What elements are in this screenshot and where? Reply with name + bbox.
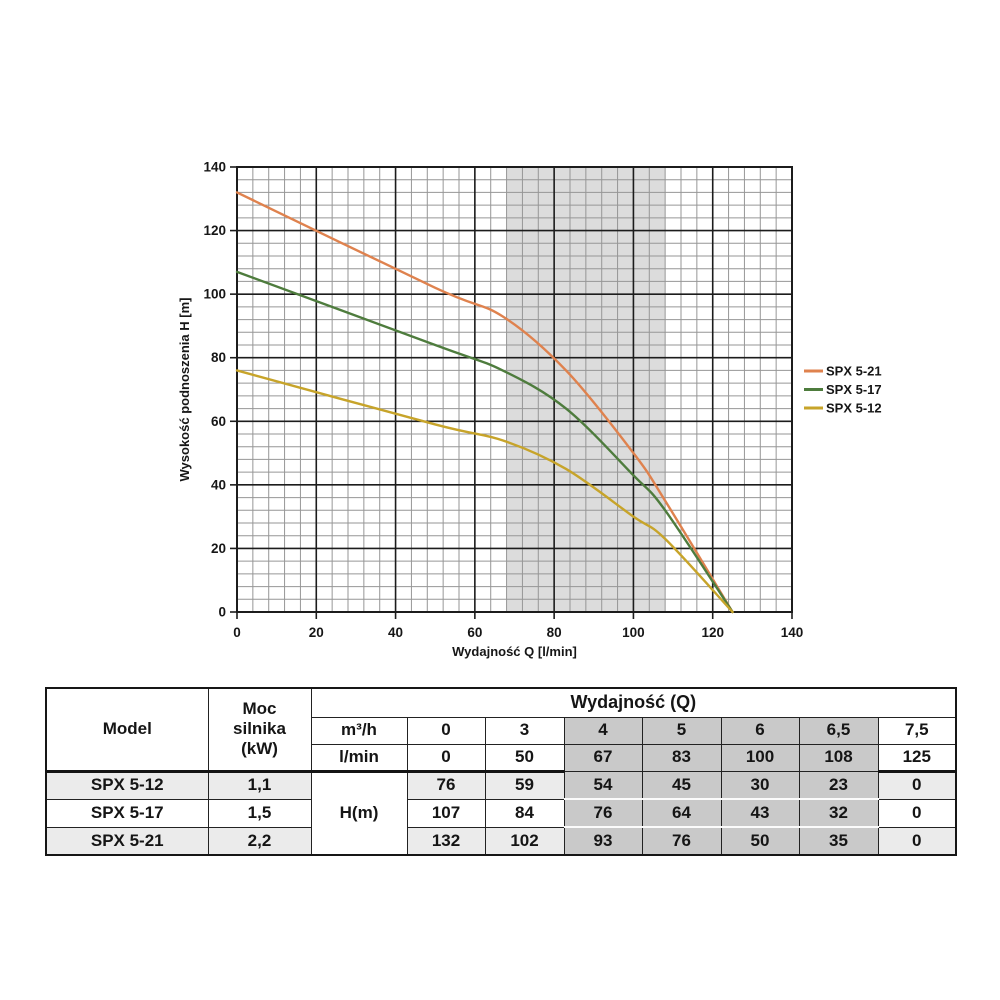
power-cell: 1,1 — [207, 770, 312, 800]
model-cell: SPX 5-12 — [45, 770, 209, 800]
pump-spec-table: Model Moc silnika (kW) Wydajność (Q) m³/… — [45, 687, 958, 856]
power-cell: 2,2 — [207, 826, 312, 856]
plot-border — [236, 166, 793, 613]
legend-label: SPX 5-17 — [826, 382, 882, 397]
svg-text:40: 40 — [211, 477, 226, 492]
major-grid — [237, 167, 792, 612]
flow-lmin-value: 83 — [641, 743, 722, 772]
flow-lmin-value: 50 — [484, 743, 565, 773]
head-value: 23 — [798, 770, 879, 800]
head-value: 107 — [406, 798, 486, 828]
svg-text:100: 100 — [622, 625, 645, 640]
svg-text:20: 20 — [309, 625, 324, 640]
table-row-spx-5-21: SPX 5-21 2,2 132 102 93 76 50 35 0 — [45, 826, 957, 856]
x-axis: 0 20 40 60 80 100 120 140 — [233, 612, 803, 640]
model-cell: SPX 5-21 — [45, 826, 209, 856]
unit-m3h-label: m³/h — [310, 716, 408, 745]
y-axis: 0 20 40 60 80 100 120 140 — [203, 160, 237, 620]
legend-label: SPX 5-12 — [826, 401, 882, 416]
head-value: 102 — [484, 826, 565, 856]
minor-grid — [237, 167, 792, 612]
head-value: 43 — [720, 798, 800, 828]
table-row-spx-5-17: SPX 5-17 1,5 107 84 76 64 43 32 0 — [45, 798, 957, 828]
flow-m3h-value: 5 — [641, 716, 722, 745]
head-value: 45 — [641, 770, 722, 800]
head-value: 64 — [641, 798, 722, 828]
head-value: 132 — [406, 826, 486, 856]
curve-spx-5-12 — [235, 369, 734, 614]
svg-text:0: 0 — [218, 605, 226, 620]
legend-item-spx-5-12: SPX 5-12 — [804, 401, 882, 416]
curve-spx-5-17 — [235, 270, 734, 614]
svg-text:140: 140 — [781, 625, 804, 640]
x-axis-title: Wydajność Q [l/min] — [452, 644, 577, 659]
head-value: 54 — [563, 770, 643, 800]
head-value: 32 — [798, 798, 879, 828]
head-value: 59 — [484, 770, 565, 800]
flow-lmin-value: 67 — [563, 743, 643, 772]
legend: SPX 5-21 SPX 5-17 SPX 5-12 — [804, 364, 882, 416]
head-value: 93 — [563, 826, 643, 856]
power-column-header: Moc silnika (kW) — [207, 687, 312, 773]
flow-group-header: Wydajność (Q) — [310, 687, 957, 718]
flow-m3h-value: 6,5 — [798, 716, 879, 745]
svg-text:40: 40 — [388, 625, 403, 640]
unit-lmin-label: l/min — [310, 743, 408, 773]
head-value: 0 — [877, 826, 957, 856]
model-column-header: Model — [45, 687, 209, 773]
svg-text:100: 100 — [203, 287, 226, 302]
legend-item-spx-5-21: SPX 5-21 — [804, 364, 882, 379]
svg-text:120: 120 — [203, 223, 226, 238]
flow-lmin-value: 0 — [406, 743, 486, 773]
svg-text:80: 80 — [547, 625, 562, 640]
head-unit-label: H(m) — [310, 770, 408, 856]
flow-lmin-value: 100 — [720, 743, 800, 772]
head-value: 76 — [563, 798, 643, 828]
flow-m3h-value: 4 — [563, 716, 643, 745]
head-value: 30 — [720, 770, 800, 800]
model-cell: SPX 5-17 — [45, 798, 209, 828]
svg-text:80: 80 — [211, 350, 226, 365]
legend-item-spx-5-17: SPX 5-17 — [804, 382, 882, 397]
y-axis-title: Wysokość podnoszenia H [m] — [177, 298, 192, 482]
curve-spx-5-21 — [235, 191, 734, 614]
svg-text:60: 60 — [211, 414, 226, 429]
svg-text:0: 0 — [233, 625, 241, 640]
head-value: 76 — [406, 770, 486, 800]
table-row-spx-5-12: SPX 5-12 1,1 H(m) 76 59 54 45 30 23 0 — [45, 770, 957, 856]
head-value: 84 — [484, 798, 565, 828]
flow-lmin-value: 125 — [877, 743, 957, 773]
svg-text:140: 140 — [203, 160, 226, 175]
head-value: 35 — [798, 826, 879, 856]
pump-performance-chart: 0 20 40 60 80 100 120 140 0 20 40 60 80 100 120 140 Wyda… — [177, 160, 882, 660]
flow-m3h-value: 7,5 — [877, 716, 957, 745]
svg-text:60: 60 — [467, 625, 482, 640]
power-cell: 1,5 — [207, 798, 312, 828]
flow-lmin-value: 108 — [798, 743, 879, 772]
flow-m3h-value: 6 — [720, 716, 800, 745]
flow-m3h-value: 0 — [406, 716, 486, 745]
head-value: 76 — [641, 826, 722, 856]
head-value: 50 — [720, 826, 800, 856]
svg-text:120: 120 — [701, 625, 724, 640]
head-value: 0 — [877, 798, 957, 828]
head-value: 0 — [877, 770, 957, 800]
flow-m3h-value: 3 — [484, 716, 565, 745]
svg-text:20: 20 — [211, 541, 226, 556]
legend-label: SPX 5-21 — [826, 364, 882, 379]
